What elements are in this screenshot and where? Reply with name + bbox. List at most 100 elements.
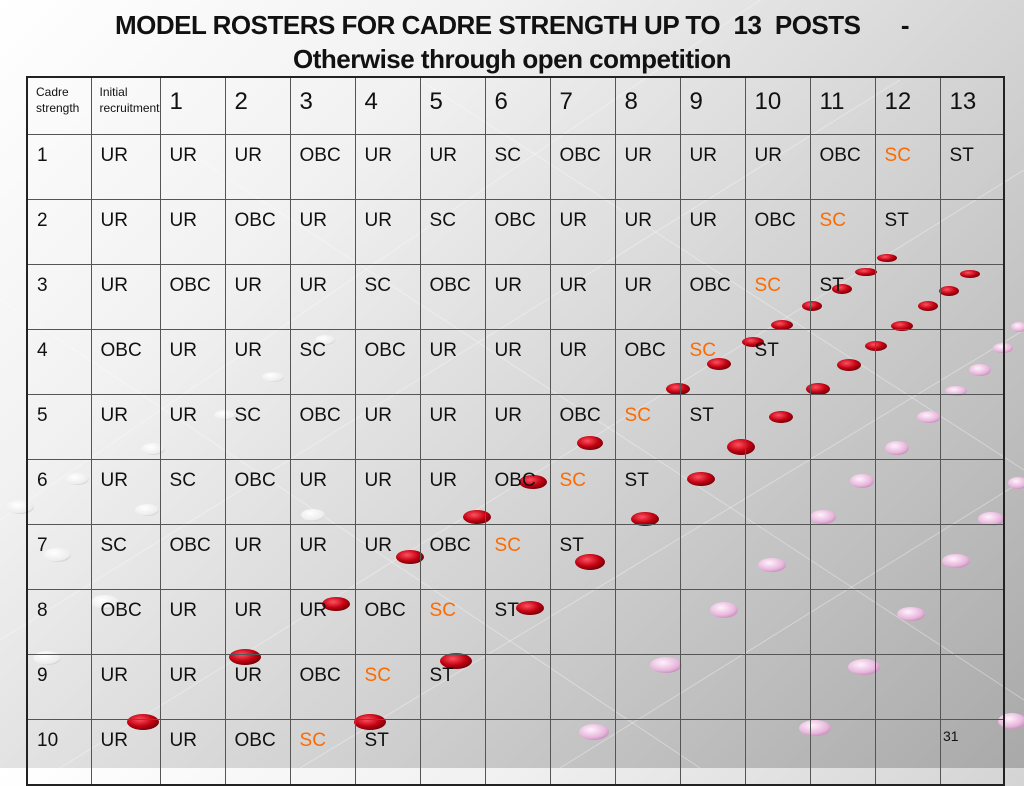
header-post-number: 10 xyxy=(744,76,811,135)
post-cell: UR xyxy=(419,459,486,525)
post-cell: UR xyxy=(224,524,291,590)
post-cell: OBC xyxy=(419,524,486,590)
post-cell xyxy=(679,524,746,590)
post-cell: OBC xyxy=(159,524,226,590)
header-post-number: 13 xyxy=(939,76,1005,135)
cadre-strength-cell: 8 xyxy=(26,589,92,655)
cadre-strength-cell: 1 xyxy=(26,134,92,200)
cadre-strength-cell: 5 xyxy=(26,394,92,460)
cadre-strength-cell: 7 xyxy=(26,524,92,590)
post-cell: UR xyxy=(549,329,616,395)
post-cell: UR xyxy=(354,134,421,200)
post-cell: SC xyxy=(809,199,876,265)
post-cell: UR xyxy=(224,589,291,655)
initial-recruitment-cell: UR xyxy=(90,654,161,720)
post-cell xyxy=(549,589,616,655)
page-number: 31 xyxy=(943,728,959,744)
initial-recruitment-cell: UR xyxy=(90,459,161,525)
table-row: 5 UR UR SC OBC UR UR UR OBC SC ST xyxy=(26,394,1005,460)
cadre-strength-cell: 6 xyxy=(26,459,92,525)
post-cell xyxy=(939,394,1005,460)
header-post-number: 6 xyxy=(484,76,551,135)
post-cell xyxy=(679,719,746,786)
header-post-number: 4 xyxy=(354,76,421,135)
post-cell: OBC xyxy=(809,134,876,200)
post-cell: SC xyxy=(419,589,486,655)
initial-recruitment-cell: UR xyxy=(90,264,161,330)
header-post-number: 3 xyxy=(289,76,356,135)
initial-recruitment-cell: UR xyxy=(90,134,161,200)
post-cell xyxy=(744,719,811,786)
header-post-number: 1 xyxy=(159,76,226,135)
post-cell xyxy=(874,264,941,330)
post-cell: ST xyxy=(354,719,421,786)
post-cell xyxy=(614,719,681,786)
post-cell: SC xyxy=(289,329,356,395)
post-cell: UR xyxy=(419,394,486,460)
post-cell xyxy=(744,524,811,590)
post-cell: SC xyxy=(744,264,811,330)
cadre-strength-cell: 4 xyxy=(26,329,92,395)
post-cell: OBC xyxy=(224,459,291,525)
post-cell xyxy=(809,719,876,786)
post-cell: OBC xyxy=(289,394,356,460)
post-cell xyxy=(809,394,876,460)
post-cell: UR xyxy=(159,329,226,395)
header-post-number: 12 xyxy=(874,76,941,135)
post-cell: SC xyxy=(159,459,226,525)
post-cell: OBC xyxy=(224,719,291,786)
post-cell: OBC xyxy=(289,134,356,200)
post-cell: ST xyxy=(744,329,811,395)
post-cell: ST xyxy=(809,264,876,330)
post-cell: UR xyxy=(549,199,616,265)
table-row: 2 UR UR OBC UR UR SC OBC UR UR UR OBC SC ST xyxy=(26,199,1005,265)
post-cell: UR xyxy=(289,459,356,525)
post-cell: UR xyxy=(679,134,746,200)
post-cell xyxy=(874,719,941,786)
post-cell: ST xyxy=(419,654,486,720)
post-cell: ST xyxy=(939,134,1005,200)
post-cell: UR xyxy=(354,394,421,460)
post-cell: UR xyxy=(159,589,226,655)
post-cell: UR xyxy=(159,394,226,460)
post-cell xyxy=(809,329,876,395)
post-cell xyxy=(679,654,746,720)
post-cell: UR xyxy=(484,329,551,395)
post-cell: UR xyxy=(484,394,551,460)
post-cell: SC xyxy=(874,134,941,200)
header-post-number: 9 xyxy=(679,76,746,135)
post-cell: OBC xyxy=(354,589,421,655)
title-line-2: Otherwise through open competition xyxy=(293,44,732,74)
post-cell xyxy=(874,329,941,395)
table-row: 8 OBC UR UR UR OBC SC ST xyxy=(26,589,1005,655)
slide-title: MODEL ROSTERS FOR CADRE STRENGTH UP TO 1… xyxy=(0,8,1024,76)
post-cell: UR xyxy=(614,264,681,330)
post-cell: OBC xyxy=(354,329,421,395)
header-cadre-strength: Cadre strength xyxy=(26,76,92,135)
post-cell: UR xyxy=(744,134,811,200)
post-cell xyxy=(939,329,1005,395)
cadre-strength-cell: 3 xyxy=(26,264,92,330)
post-cell xyxy=(744,394,811,460)
post-cell: ST xyxy=(614,459,681,525)
post-cell: OBC xyxy=(419,264,486,330)
table-row: 9 UR UR UR OBC SC ST xyxy=(26,654,1005,720)
post-cell: SC xyxy=(224,394,291,460)
post-cell xyxy=(614,589,681,655)
post-cell: UR xyxy=(289,199,356,265)
post-cell: UR xyxy=(224,264,291,330)
post-cell xyxy=(874,394,941,460)
table-row: 3 UR OBC UR UR SC OBC UR UR UR OBC SC ST xyxy=(26,264,1005,330)
post-cell: UR xyxy=(614,199,681,265)
post-cell xyxy=(484,719,551,786)
post-cell xyxy=(484,654,551,720)
post-cell xyxy=(939,199,1005,265)
initial-recruitment-cell: UR xyxy=(90,394,161,460)
post-cell xyxy=(809,589,876,655)
post-cell xyxy=(939,654,1005,720)
post-cell: SC xyxy=(549,459,616,525)
post-cell: UR xyxy=(224,134,291,200)
post-cell: UR xyxy=(354,199,421,265)
table-row: 4 OBC UR UR SC OBC UR UR UR OBC SC ST xyxy=(26,329,1005,395)
